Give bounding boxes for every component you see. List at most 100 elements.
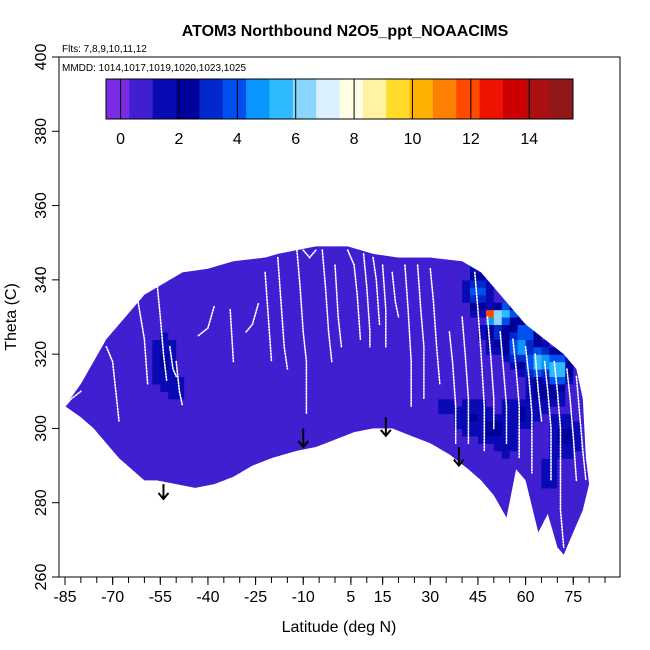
heatmap-cell	[327, 555, 336, 563]
heatmap-cell	[200, 502, 209, 511]
heatmap-cell	[248, 555, 257, 563]
heatmap-cell	[549, 555, 558, 563]
heatmap-cell	[120, 279, 130, 288]
heatmap-cell	[573, 480, 582, 489]
heatmap-cell	[279, 555, 288, 563]
heatmap-cell	[231, 339, 241, 348]
heatmap-cell	[255, 294, 265, 303]
heatmap-cell	[215, 547, 225, 555]
heatmap-cell	[573, 279, 582, 288]
heatmap-cell	[192, 502, 201, 511]
heatmap-cell	[335, 480, 344, 489]
heatmap-cell	[406, 487, 416, 496]
heatmap-cell	[327, 279, 336, 288]
heatmap-cell	[382, 435, 392, 444]
heatmap-cell	[597, 532, 606, 540]
heatmap-cell	[414, 428, 423, 437]
heatmap-cell	[184, 250, 193, 259]
heatmap-cell	[367, 562, 376, 570]
heatmap-cell	[470, 413, 479, 422]
heatmap-cell	[470, 510, 479, 519]
heatmap-cell	[438, 391, 447, 400]
colorbar-tick-label: 6	[291, 131, 300, 148]
heatmap-cell	[104, 279, 114, 288]
heatmap-cell	[549, 331, 558, 340]
heatmap-cell	[152, 406, 161, 415]
heatmap-cell	[287, 398, 296, 407]
heatmap-cell	[255, 354, 265, 363]
heatmap-cell	[295, 383, 304, 392]
heatmap-cell	[525, 250, 535, 259]
heatmap-cell	[589, 451, 598, 459]
heatmap-cell	[287, 495, 296, 504]
heatmap-cell	[176, 473, 185, 482]
colorbar-tick-label: 12	[462, 131, 480, 148]
heatmap-cell	[374, 435, 384, 444]
heatmap-cell	[485, 272, 495, 281]
heatmap-cell	[80, 391, 90, 400]
heatmap-cell	[382, 250, 392, 259]
heatmap-cell	[215, 435, 225, 444]
heatmap-cell	[565, 480, 574, 489]
heatmap-cell	[485, 324, 495, 333]
heatmap-cell	[112, 487, 122, 496]
heatmap-cell	[501, 265, 511, 274]
heatmap-cell	[303, 428, 312, 437]
heatmap-cell	[72, 246, 82, 251]
heatmap-cell	[136, 517, 146, 526]
heatmap-cell	[152, 465, 161, 474]
heatmap-cell	[509, 510, 519, 519]
heatmap-cell	[541, 309, 551, 318]
heatmap-cell	[104, 539, 114, 548]
heatmap-cell	[462, 435, 471, 444]
heatmap-cell	[239, 413, 249, 422]
heatmap-cell	[382, 443, 392, 452]
heatmap-cell	[160, 369, 169, 378]
heatmap-cell	[207, 339, 217, 348]
heatmap-cell	[247, 547, 257, 555]
heatmap-cell	[462, 257, 471, 266]
heatmap-cell	[327, 272, 336, 281]
heatmap-cell	[136, 398, 146, 407]
heatmap-cell	[470, 309, 479, 318]
heatmap-cell	[311, 413, 320, 422]
heatmap-cell	[120, 324, 130, 333]
heatmap-cell	[271, 443, 281, 452]
heatmap-cell	[597, 280, 606, 288]
heatmap-cell	[390, 302, 400, 311]
heatmap-cell	[136, 339, 146, 348]
heatmap-cell	[597, 547, 606, 555]
heatmap-cell	[104, 309, 114, 318]
heatmap-cell	[200, 324, 209, 333]
heatmap-cell	[96, 450, 106, 459]
heatmap-cell	[533, 413, 543, 422]
heatmap-cell	[247, 487, 257, 496]
heatmap-cell	[581, 428, 590, 437]
heatmap-cell	[144, 487, 153, 496]
heatmap-cell	[485, 294, 495, 303]
heatmap-cell	[374, 532, 384, 541]
heatmap-cell	[517, 398, 527, 407]
heatmap-cell	[231, 257, 241, 266]
heatmap-cell	[525, 547, 535, 555]
heatmap-cell	[295, 250, 304, 259]
heatmap-cell	[414, 435, 423, 444]
heatmap-cell	[342, 376, 352, 385]
heatmap-cell	[88, 376, 98, 385]
heatmap-cell	[374, 250, 384, 259]
heatmap-cell	[176, 287, 185, 296]
heatmap-cell	[303, 339, 312, 348]
heatmap-cell	[541, 279, 551, 288]
heatmap-cell	[319, 361, 328, 370]
heatmap-cell	[207, 525, 217, 534]
heatmap-cell	[517, 421, 527, 430]
heatmap-cell	[525, 279, 535, 288]
heatmap-cell	[509, 406, 519, 415]
heatmap-cell	[271, 246, 281, 251]
heatmap-cell	[319, 324, 328, 333]
heatmap-cell	[589, 347, 598, 355]
heatmap-cell	[414, 369, 423, 378]
flight-track	[296, 249, 308, 415]
heatmap-cell	[485, 495, 495, 504]
heatmap-cell	[271, 406, 281, 415]
